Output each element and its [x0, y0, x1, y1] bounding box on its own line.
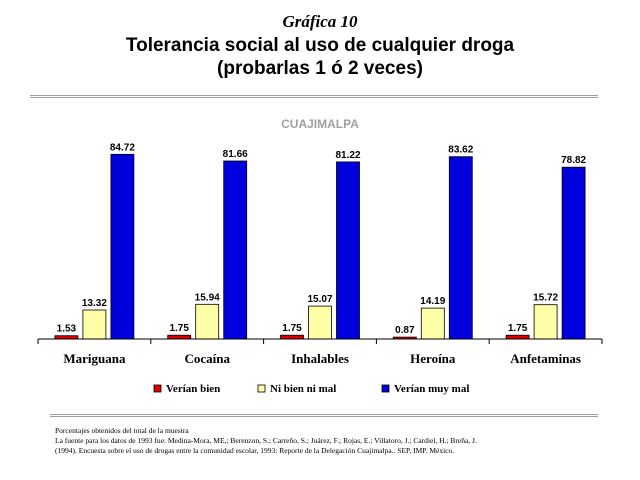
data-labels-layer: 1.53 13.32 84.72 1.75 15.94 81.66 1.75 15.07 81.… [57, 142, 587, 336]
legend-label-0: Verían bien [166, 383, 220, 395]
bar-2-0 [280, 334, 304, 340]
data-label-4-2: 78.82 [561, 155, 586, 166]
data-label-2-2: 81.22 [335, 150, 360, 161]
footnote-line-3: (1994). Encuesta sobre el uso de drogas … [55, 446, 455, 455]
legend: Verían bien Ni bien ni mal Verían muy mal [153, 383, 469, 395]
category-label-2: Inhalables [291, 351, 349, 366]
slide-title-line-2: (probarlas 1 ó 2 veces) [217, 58, 423, 79]
data-label-1-1: 15.94 [195, 292, 220, 303]
legend-label-1: Ni bien ni mal [270, 383, 336, 395]
data-label-4-1: 15.72 [533, 293, 558, 304]
data-label-4-0: 1.75 [508, 323, 528, 334]
footnote: Porcentajes obtenidos del total de la mu… [55, 426, 615, 456]
footnote-line-1: Porcentajes obtenidos del total de la mu… [55, 426, 189, 435]
category-label-3: Heroína [410, 351, 456, 366]
data-label-2-1: 15.07 [307, 294, 332, 305]
data-label-1-0: 1.75 [169, 323, 189, 334]
slide-title-line-1: Tolerancia social al uso de cualquier dr… [125, 35, 515, 56]
slide-heading: Gráfica 10 Tolerancia social al uso de c… [0, 12, 640, 80]
category-label-4: Anfetaminas [510, 351, 581, 366]
chart-title: CUAJIMALPA [281, 117, 359, 131]
data-label-0-0: 1.53 [57, 324, 77, 335]
category-label-1: Cocaína [184, 351, 230, 366]
bar-1-0 [167, 334, 192, 340]
data-label-0-1: 13.32 [82, 298, 107, 309]
bar-2-2 [336, 161, 360, 340]
footnote-line-2: La fuente para los datos de 1993 fue: Me… [55, 436, 477, 445]
bar-1-1 [195, 303, 220, 340]
bar-0-1 [82, 309, 107, 340]
data-label-3-2: 83.62 [448, 145, 473, 156]
bottom-divider [50, 414, 598, 417]
legend-swatch-1 [257, 384, 266, 393]
bar-3-2 [448, 156, 473, 340]
top-divider [30, 95, 598, 98]
slide-number: Gráfica 10 [282, 12, 358, 31]
bar-2-1 [308, 305, 332, 340]
bar-4-0 [505, 334, 530, 340]
legend-swatch-0 [153, 384, 162, 393]
category-labels-layer: Mariguana Cocaína Inhalables Heroína Anfetam… [63, 351, 581, 366]
bar-1-2 [223, 160, 248, 340]
bar-3-1 [420, 307, 445, 340]
data-label-0-2: 84.72 [110, 142, 135, 153]
bar-4-2 [561, 166, 586, 340]
bars-layer [54, 153, 586, 340]
data-label-3-0: 0.87 [395, 325, 415, 336]
bar-chart: CUAJIMALPA 1.5313.3284.721.7515.9481.661… [37, 117, 603, 395]
bar-0-2 [110, 153, 135, 340]
data-label-2-0: 1.75 [282, 323, 302, 334]
category-label-0: Mariguana [63, 351, 126, 366]
legend-label-2: Verían muy mal [394, 383, 469, 395]
bar-4-1 [533, 304, 558, 340]
x-ticks-layer [37, 339, 603, 344]
data-label-3-1: 14.19 [420, 296, 445, 307]
data-label-1-2: 81.66 [223, 149, 248, 160]
legend-swatch-2 [381, 384, 390, 393]
